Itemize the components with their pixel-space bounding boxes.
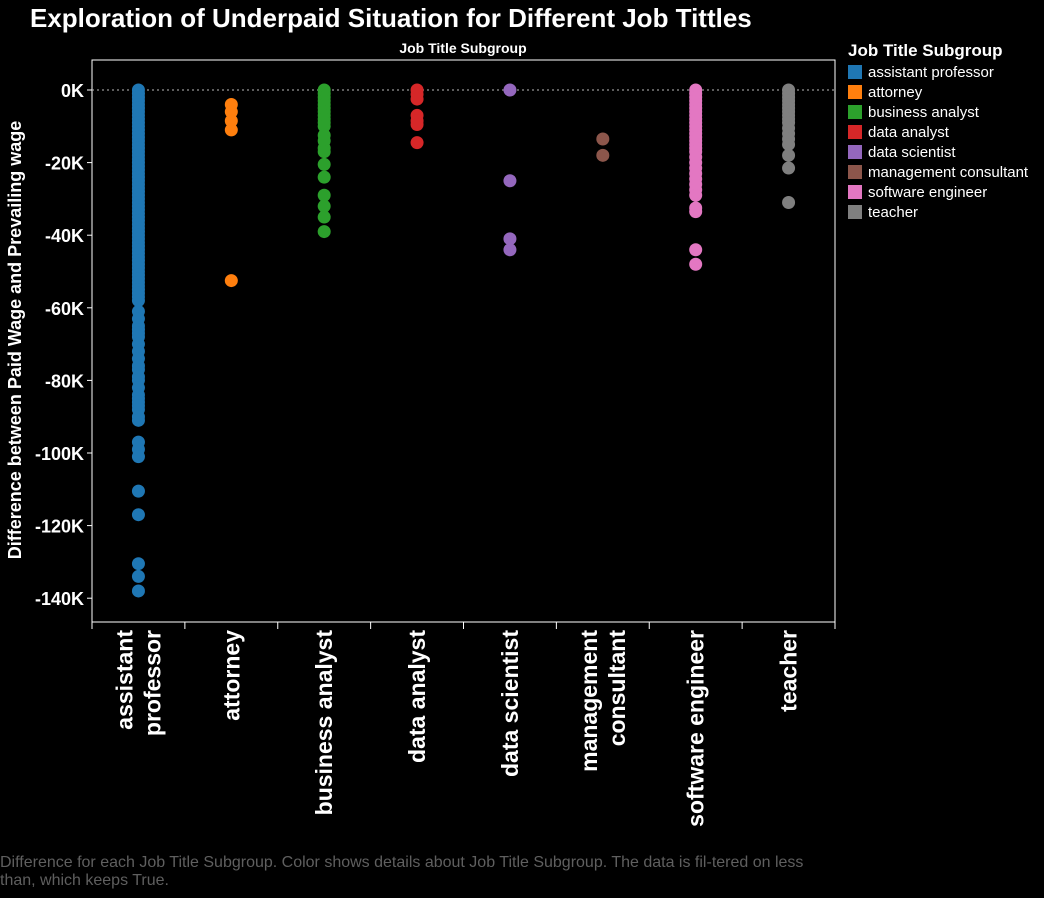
x-tick-label: software engineer — [683, 630, 709, 827]
chart-title: Exploration of Underpaid Situation for D… — [30, 3, 752, 33]
legend-item: teacher — [848, 202, 1044, 222]
data-point — [224, 114, 238, 128]
y-tick-label: 0K — [61, 81, 84, 101]
data-point — [317, 157, 331, 171]
legend-items: assistant professor attorney business anal… — [848, 62, 1044, 222]
data-point — [503, 83, 517, 97]
legend-item: data scientist — [848, 142, 1044, 162]
data-point — [317, 170, 331, 184]
data-point — [782, 148, 796, 162]
legend-swatch — [848, 85, 862, 99]
legend-swatch — [848, 125, 862, 139]
y-axis-label: Difference between Paid Wage and Prevail… — [5, 121, 25, 559]
legend-label: business analyst — [868, 103, 979, 121]
data-point — [131, 484, 145, 498]
legend-label: teacher — [868, 203, 919, 221]
x-tick-label: data scientist — [497, 630, 523, 777]
legend-swatch — [848, 145, 862, 159]
y-tick-label: -120K — [35, 517, 84, 537]
x-tick-label-line: professor — [139, 630, 165, 736]
data-point — [131, 413, 145, 427]
x-tick-label-line: management — [576, 630, 602, 772]
x-tick-label: attorney — [218, 630, 244, 721]
x-tick-label: assistant professor — [111, 630, 165, 736]
data-point — [689, 257, 703, 271]
data-point — [131, 584, 145, 598]
legend-item: attorney — [848, 82, 1044, 102]
x-tick-label-line: software engineer — [683, 630, 709, 827]
legend-label: attorney — [868, 83, 923, 101]
x-tick-label-line: attorney — [218, 630, 244, 721]
x-tick-label-line: data scientist — [497, 630, 523, 777]
legend-title: Job Title Subgroup — [848, 41, 1003, 60]
data-point — [782, 196, 796, 210]
data-point — [782, 161, 796, 175]
legend-swatch — [848, 205, 862, 219]
data-point — [317, 199, 331, 213]
data-point — [596, 132, 610, 146]
data-point — [224, 123, 238, 137]
x-tick-label: teacher — [776, 630, 802, 712]
data-point — [317, 188, 331, 202]
data-point — [410, 117, 424, 131]
data-point — [224, 105, 238, 119]
x-tick-label-line: assistant — [111, 630, 137, 730]
y-tick-label: -100K — [35, 444, 84, 464]
y-axis: 0K -20K -40K -60K -80K -100K -120K -140K — [35, 81, 92, 609]
data-point — [131, 450, 145, 464]
y-tick-label: -20K — [45, 154, 84, 174]
x-tick-label: data analyst — [404, 630, 430, 763]
legend-swatch — [848, 165, 862, 179]
y-tick-label: -40K — [45, 226, 84, 246]
data-point — [503, 232, 517, 246]
y-tick-label: -60K — [45, 299, 84, 319]
legend-label: data scientist — [868, 143, 956, 161]
x-axis: assistant professor attorney business analy… — [91, 622, 836, 827]
legend-label: management consultant — [868, 163, 1029, 181]
data-point — [689, 243, 703, 257]
legend-item: business analyst — [848, 102, 1044, 122]
x-tick-label-line: teacher — [776, 630, 802, 712]
legend-label: software engineer — [868, 183, 988, 201]
data-point — [689, 205, 703, 219]
legend: Job Title Subgroup assistant professor at… — [848, 40, 1044, 222]
data-point — [131, 508, 145, 522]
legend-swatch — [848, 65, 862, 79]
legend-swatch — [848, 185, 862, 199]
legend-item: software engineer — [848, 182, 1044, 202]
data-point — [503, 243, 517, 257]
data-points — [131, 83, 796, 598]
legend-label: data analyst — [868, 123, 949, 141]
legend-swatch — [848, 105, 862, 119]
data-point — [317, 225, 331, 239]
y-tick-label: -140K — [35, 589, 84, 609]
data-point — [224, 274, 238, 288]
data-point — [410, 136, 424, 150]
legend-label: assistant professor — [868, 63, 994, 81]
x-tick-label-line: consultant — [604, 630, 630, 747]
x-tick-label: business analyst — [311, 630, 337, 816]
data-point — [782, 137, 796, 151]
legend-item: data analyst — [848, 122, 1044, 142]
footer-caption: Difference for each Job Title Subgroup. … — [0, 854, 804, 889]
plot-frame — [91, 59, 836, 623]
data-point — [131, 294, 145, 308]
data-point — [317, 210, 331, 224]
x-tick-label-line: business analyst — [311, 630, 337, 816]
legend-item: management consultant — [848, 162, 1044, 182]
column-header: Job Title Subgroup — [399, 40, 526, 56]
data-point — [596, 148, 610, 162]
data-point — [317, 119, 331, 133]
data-point — [131, 569, 145, 583]
data-point — [689, 188, 703, 202]
data-point — [131, 557, 145, 571]
y-tick-label: -80K — [45, 371, 84, 391]
data-point — [503, 174, 517, 188]
legend-item: assistant professor — [848, 62, 1044, 82]
data-point — [317, 145, 331, 159]
x-tick-label: management consultant — [576, 630, 630, 772]
x-tick-label-line: data analyst — [404, 630, 430, 763]
data-point — [410, 92, 424, 106]
